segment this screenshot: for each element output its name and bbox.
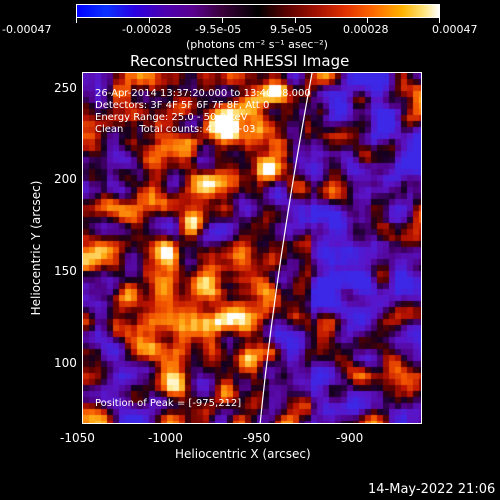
reconstructed-image-heatmap: [83, 73, 421, 423]
y-axis-label: Heliocentric Y (arcsec): [29, 180, 43, 316]
colorbar-tick-label: 9.5e-05: [270, 23, 313, 36]
colorbar-tick: [367, 18, 368, 23]
colorbar: [76, 4, 440, 18]
solar-limb-curve: [259, 73, 313, 423]
colorbar-tick-label: 0.00028: [343, 23, 389, 36]
info-detectors: Detectors: 3F 4F 5F 6F 7F 8F, Att 0: [95, 100, 270, 111]
colorbar-tick: [439, 18, 440, 23]
y-tick-label: 250: [54, 81, 77, 95]
plot-title: Reconstructed RHESSI Image: [130, 52, 350, 70]
info-energy-range: Energy Range: 25.0 - 50.0 keV: [95, 112, 248, 123]
colorbar-tick: [76, 18, 77, 23]
x-tick-label: -1000: [148, 431, 183, 445]
y-tick-label: 150: [54, 264, 77, 278]
peak-position-label: Position of Peak = [-975,212]: [95, 398, 242, 409]
colorbar-tick-label: -9.5e-05: [195, 23, 242, 36]
y-tick-label: 100: [54, 356, 77, 370]
y-tick-label: 200: [54, 172, 77, 186]
x-tick-label: -1050: [60, 431, 95, 445]
colorbar-tick: [295, 18, 296, 23]
image-plot-area: 26-Apr-2014 13:37:20.000 to 13:40:08.000…: [82, 72, 422, 424]
info-time-range: 26-Apr-2014 13:37:20.000 to 13:40:08.000: [95, 88, 311, 99]
colorbar-tick-label: 0.00047: [432, 23, 478, 36]
colorbar-units: (photons cm⁻² s⁻¹ asec⁻²): [186, 38, 328, 51]
info-clean-counts: Clean Total counts: 4.97E+03: [95, 124, 256, 135]
x-tick-label: -900: [336, 431, 364, 445]
render-timestamp: 14-May-2022 21:06: [368, 482, 496, 497]
colorbar-tick: [222, 18, 223, 23]
x-tick-label: -950: [243, 431, 271, 445]
colorbar-tick: [149, 18, 150, 23]
colorbar-tick-label: -0.00047: [2, 23, 52, 36]
colorbar-tick-label: -0.00028: [122, 23, 172, 36]
x-axis-label: Heliocentric X (arcsec): [175, 447, 311, 461]
